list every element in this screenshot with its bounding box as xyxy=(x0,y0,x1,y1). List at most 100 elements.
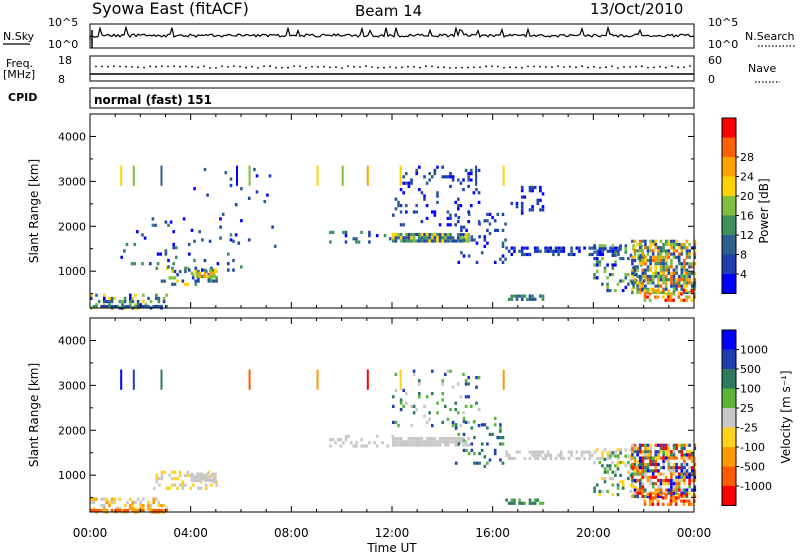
data-cell xyxy=(467,175,470,179)
data-cell xyxy=(126,304,129,309)
data-cell xyxy=(167,223,170,227)
data-cell xyxy=(624,464,628,468)
data-cell xyxy=(134,500,137,504)
data-cell xyxy=(160,477,164,481)
data-cell xyxy=(470,168,473,172)
nave-point xyxy=(101,65,103,68)
data-cell xyxy=(227,268,230,272)
data-cell xyxy=(677,242,681,247)
data-cell xyxy=(657,249,660,253)
data-cell xyxy=(510,201,514,206)
data-cell xyxy=(675,242,678,247)
data-cell xyxy=(677,278,681,282)
data-cell xyxy=(507,501,511,505)
data-cell xyxy=(520,501,524,505)
data-cell xyxy=(621,289,625,293)
data-cell xyxy=(662,459,665,463)
data-cell xyxy=(428,411,431,415)
data-cell xyxy=(152,497,155,501)
data-cell xyxy=(638,239,642,243)
data-cell xyxy=(477,408,481,412)
data-cell xyxy=(591,453,594,457)
nave-point xyxy=(467,66,469,69)
data-cell xyxy=(667,268,671,272)
data-cell xyxy=(654,289,657,293)
data-cell xyxy=(454,223,457,227)
data-cell xyxy=(451,424,455,428)
data-cell xyxy=(518,498,521,502)
data-cell xyxy=(657,252,660,256)
data-cell xyxy=(677,478,681,483)
freq-panel-frame xyxy=(89,55,695,82)
data-cell xyxy=(412,210,416,214)
power-colorbar-label: Power [dB] xyxy=(757,178,771,243)
nave-point xyxy=(137,66,139,68)
data-cell xyxy=(415,233,418,237)
data-cell xyxy=(619,257,622,261)
data-cell xyxy=(470,448,474,452)
data-cell xyxy=(641,258,645,263)
data-cell xyxy=(638,281,642,285)
data-cell xyxy=(208,274,212,279)
nave-trace xyxy=(95,65,691,69)
data-cell xyxy=(203,268,207,272)
nave-point xyxy=(311,65,313,68)
data-cell xyxy=(110,300,114,304)
data-cell xyxy=(654,493,657,497)
data-cell xyxy=(659,278,663,282)
data-cell xyxy=(641,249,645,253)
data-cell xyxy=(683,284,686,288)
data-cell xyxy=(598,250,602,254)
data-cell xyxy=(624,244,628,248)
data-cell xyxy=(685,488,689,492)
data-cell xyxy=(672,249,676,253)
data-cell xyxy=(627,257,630,261)
data-cell xyxy=(175,255,178,259)
nave-point xyxy=(293,65,295,67)
data-cell xyxy=(198,475,202,479)
data-cell xyxy=(578,456,581,461)
data-cell xyxy=(394,236,398,240)
data-cell xyxy=(415,204,418,208)
data-cell xyxy=(488,458,492,462)
data-cell xyxy=(394,420,398,424)
data-cell xyxy=(683,472,686,476)
data-cell xyxy=(672,242,676,247)
data-cell xyxy=(677,281,681,285)
data-cell xyxy=(210,266,213,270)
data-cell xyxy=(677,443,681,447)
data-cell xyxy=(631,262,634,266)
data-cell xyxy=(614,454,617,458)
data-cell xyxy=(659,443,663,447)
data-cell xyxy=(528,185,532,190)
spike-mark xyxy=(399,165,402,186)
data-cell xyxy=(263,199,267,204)
data-cell xyxy=(510,456,514,461)
data-cell xyxy=(598,461,602,465)
nave-point xyxy=(533,65,535,68)
data-cell xyxy=(672,239,676,243)
data-cell xyxy=(638,258,642,263)
data-cell xyxy=(457,437,460,441)
data-cell xyxy=(405,210,408,214)
data-cell xyxy=(515,294,519,298)
data-cell xyxy=(344,234,348,238)
data-cell xyxy=(688,252,691,256)
data-cell xyxy=(423,239,426,243)
data-cell xyxy=(685,249,689,253)
data-cell xyxy=(464,382,468,386)
data-cell xyxy=(633,494,637,499)
data-cell xyxy=(392,440,395,444)
data-cell xyxy=(190,228,194,232)
data-cell xyxy=(683,491,686,495)
data-cell xyxy=(457,233,460,237)
data-cell xyxy=(493,228,497,232)
data-cell xyxy=(680,271,684,275)
data-cell xyxy=(513,501,516,505)
data-cell xyxy=(670,252,673,256)
data-cell xyxy=(662,268,665,272)
data-cell xyxy=(688,485,691,489)
data-cell xyxy=(677,485,681,489)
data-cell xyxy=(690,450,694,454)
data-cell xyxy=(667,295,670,299)
